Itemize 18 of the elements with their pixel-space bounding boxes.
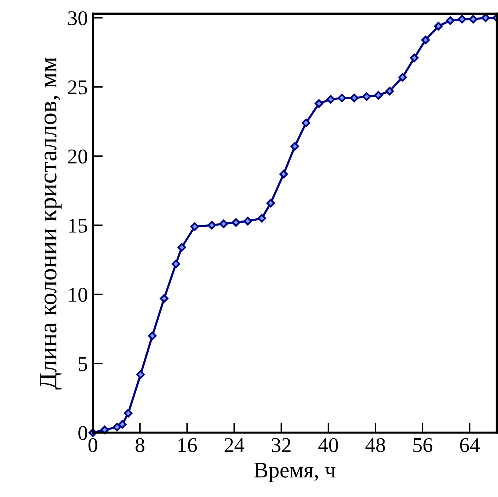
y-tick-label: 20 [68,150,88,164]
x-tick-label: 8 [136,438,145,452]
x-tick-label: 24 [224,438,245,452]
y-tick-label: 25 [68,80,88,95]
y-tick-label: 30 [68,11,88,26]
y-tick-label: 0 [78,426,88,440]
y-tick-label: 10 [69,288,88,302]
x-tick-label: 16 [178,438,198,452]
x-tick-label: 40 [318,438,338,452]
y-axis-title: Длина колонии кристаллов, мм [40,57,62,390]
x-axis-title: Время, ч [254,463,336,482]
y-tick-label: 5 [79,357,88,372]
x-tick-label: 64 [460,438,480,452]
y-tick-label: 15 [69,218,88,233]
x-tick-label: 32 [272,438,291,452]
x-tick-label: 56 [414,438,433,452]
x-tick-label: 0 [88,438,98,452]
x-tick-label: 48 [366,438,386,452]
